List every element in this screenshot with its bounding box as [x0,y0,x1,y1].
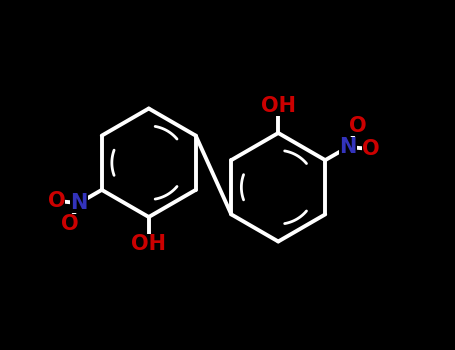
Text: O: O [48,191,65,211]
Text: N: N [339,137,357,157]
Text: O: O [362,139,379,159]
Text: N: N [71,193,88,213]
Text: OH: OH [261,96,296,116]
Text: O: O [349,117,366,136]
Text: OH: OH [131,234,166,254]
Text: O: O [61,214,78,233]
